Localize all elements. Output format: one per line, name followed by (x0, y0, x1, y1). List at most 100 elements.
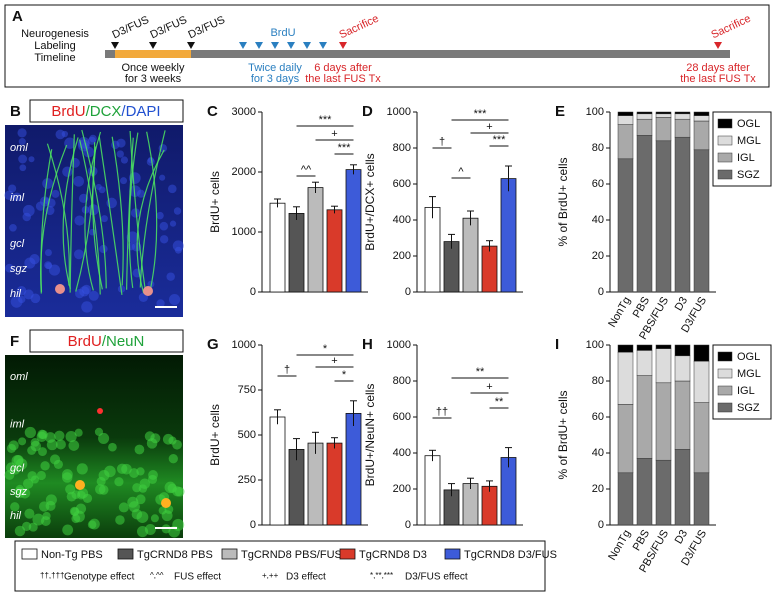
legend-label: OGL (737, 351, 760, 363)
nucleus (120, 156, 129, 164)
significance-label: + (331, 355, 337, 367)
y-tick-label: 40 (592, 447, 604, 459)
nucleus (12, 192, 22, 202)
neuron (30, 438, 40, 447)
nucleus (127, 242, 136, 251)
nucleus (44, 249, 52, 257)
stain-label: BrdU (51, 103, 85, 120)
layer-label: gcl (10, 462, 25, 474)
timeline-arrow (149, 42, 157, 49)
significance-label: + (486, 121, 492, 133)
legend-label: OGL (737, 118, 760, 130)
bar-segment (636, 458, 653, 526)
neuron (65, 430, 77, 443)
bar-segment (693, 111, 710, 116)
micrograph-header (29, 99, 184, 123)
bar (424, 455, 441, 526)
bar-segment (674, 136, 691, 293)
timeline-label: Timeline (34, 52, 75, 64)
neuron (134, 444, 145, 455)
y-tick-label: 20 (592, 250, 604, 262)
stain-label: /DCX (86, 103, 122, 120)
nucleus (18, 138, 26, 146)
x-tick-label: NonTg (606, 528, 633, 563)
nucleus (74, 215, 85, 226)
bar-segment (617, 111, 634, 116)
neuron (128, 501, 140, 513)
bar (481, 245, 498, 293)
neuron (30, 475, 39, 484)
bar-segment (636, 111, 653, 115)
nucleus (19, 164, 27, 172)
y-tick-label: 1000 (232, 339, 256, 351)
dendrite (40, 149, 53, 292)
fus-note: for 3 weeks (125, 73, 182, 85)
y-tick-label: 80 (592, 142, 604, 154)
panel-letter: D (362, 103, 373, 120)
panel-letter: G (207, 336, 219, 353)
neuron (132, 483, 142, 493)
layer-label: iml (10, 192, 25, 204)
timeline-arrow (714, 42, 722, 49)
significance-label: *** (319, 114, 333, 126)
y-tick-label: 800 (393, 375, 411, 387)
fus-mark-label: D3/FUS (148, 14, 189, 41)
timeline-bar (105, 50, 730, 58)
neuron (42, 511, 51, 521)
fus-mark-label: D3/FUS (186, 14, 227, 41)
nucleus (167, 184, 177, 194)
nucleus (173, 207, 182, 215)
stain-label: /NeuN (102, 333, 145, 350)
significance-label: †† (436, 406, 448, 418)
layer-label: gcl (10, 238, 25, 250)
bar (500, 457, 517, 526)
y-axis-label: BrdU+ cells (208, 404, 222, 466)
neuron (61, 469, 73, 481)
bar (481, 485, 498, 526)
nucleus (42, 178, 53, 189)
neuron (6, 443, 17, 453)
timeline-arrow (303, 42, 311, 49)
nucleus (168, 293, 181, 306)
bar-segment (655, 344, 672, 349)
nucleus (24, 257, 36, 269)
neuron (98, 432, 110, 444)
dendrite (62, 137, 79, 289)
bar-segment (636, 113, 653, 120)
nucleus (30, 293, 41, 304)
y-tick-label: 3000 (232, 106, 256, 118)
nucleus (9, 223, 17, 232)
neuron (74, 428, 83, 437)
layer-label: oml (10, 142, 28, 154)
fus-period (115, 50, 191, 58)
bar-segment (674, 344, 691, 357)
nucleus (64, 137, 76, 149)
bar (326, 442, 343, 526)
nucleus (146, 157, 155, 166)
y-tick-label: 2000 (232, 166, 256, 178)
x-tick-label: D3 (673, 295, 690, 313)
significance-label: ** (495, 396, 504, 408)
significance-label: † (284, 364, 290, 376)
layer-label: oml (10, 371, 28, 383)
legend-swatch (717, 169, 733, 180)
note-symbol: ††,††† (40, 571, 64, 580)
neuron (68, 440, 80, 451)
neuron (146, 438, 158, 449)
nucleus (111, 140, 120, 150)
nucleus (174, 246, 182, 254)
y-tick-label: 40 (592, 214, 604, 226)
sacrifice-label: Sacrifice (709, 13, 752, 42)
micrograph-header (29, 329, 184, 353)
y-tick-label: 0 (598, 286, 604, 298)
bar-segment (636, 118, 653, 136)
y-tick-label: 80 (592, 375, 604, 387)
legend-swatch (444, 548, 461, 560)
nucleus (159, 235, 169, 244)
bar-segment (674, 449, 691, 526)
timeline-arrow (111, 42, 119, 49)
legend-swatch (117, 548, 134, 560)
bar-segment (636, 135, 653, 293)
significance-label: ^^ (301, 164, 312, 176)
